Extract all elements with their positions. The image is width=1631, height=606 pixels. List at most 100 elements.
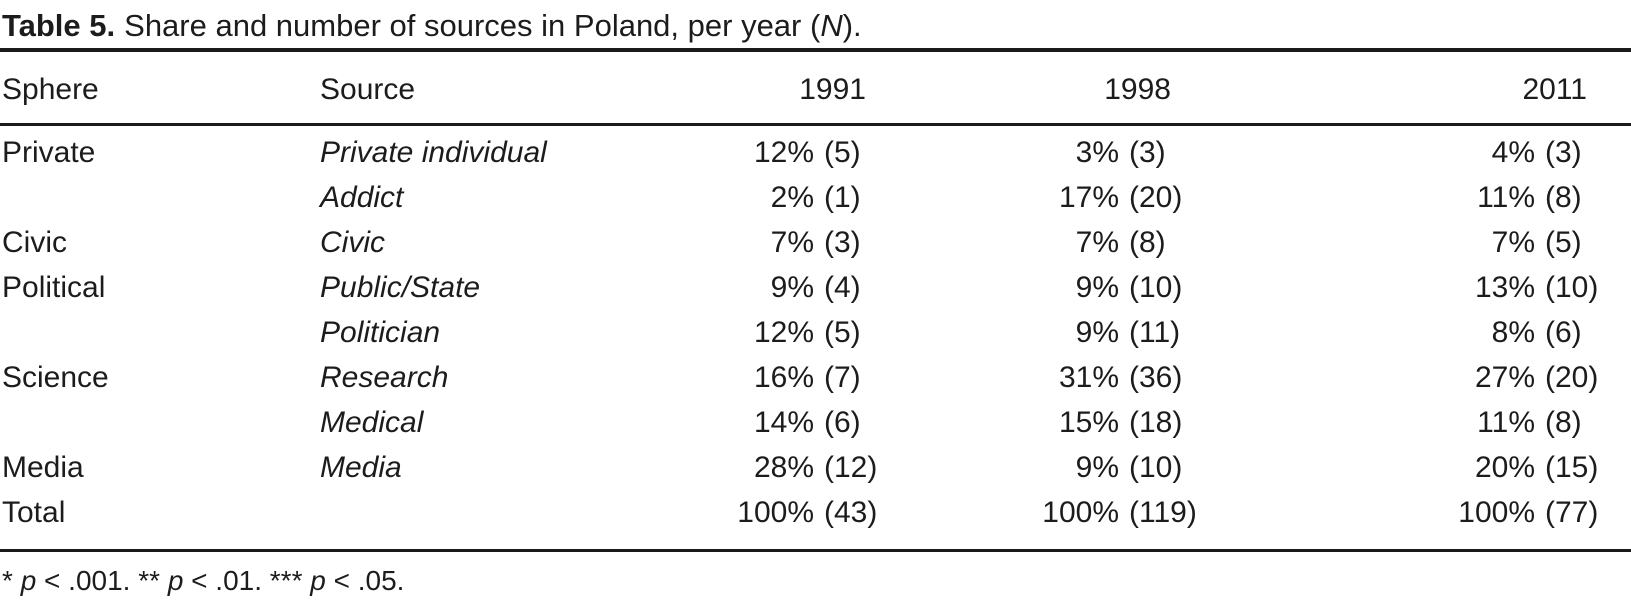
percent-value: 4% xyxy=(1491,136,1535,169)
table-row-private-individual: Private Private individual 12% (5) 3% (3) … xyxy=(0,125,1631,176)
percent-value: 28% xyxy=(753,451,814,484)
value-cell-1998: 9% (11) xyxy=(910,310,1215,355)
value-cell-1998: 9% (10) xyxy=(910,445,1215,490)
source-cell: Media xyxy=(320,451,402,484)
column-header-source: Source xyxy=(320,50,695,126)
sphere-cell xyxy=(0,400,320,445)
count-value: (15) xyxy=(1545,451,1599,484)
count-value: (5) xyxy=(1545,226,1582,259)
table-body: Private Private individual 12% (5) 3% (3) … xyxy=(0,125,1631,551)
count-value: (10) xyxy=(1129,271,1183,304)
table-header: Sphere Source 1991 1998 2011 xyxy=(0,50,1631,126)
footnote-text: * xyxy=(2,565,21,596)
value-cell-2011: 8% (6) xyxy=(1215,310,1631,355)
percent-value: 9% xyxy=(770,271,814,304)
table-number-label: Table 5. xyxy=(2,8,116,43)
percent-value: 100% xyxy=(737,496,814,529)
column-header-2011: 2011 xyxy=(1215,50,1631,126)
sphere-cell: Civic xyxy=(2,226,67,259)
value-cell-1998: 31% (36) xyxy=(910,355,1215,400)
value-cell-1991: 28% (12) xyxy=(695,445,910,490)
value-cell-2011: 11% (8) xyxy=(1215,400,1631,445)
sphere-cell: Total xyxy=(2,496,66,529)
table-title: Table 5. Share and number of sources in P… xyxy=(2,4,1631,48)
percent-value: 17% xyxy=(1058,181,1119,214)
sphere-cell xyxy=(0,175,320,220)
value-cell-1998: 15% (18) xyxy=(910,400,1215,445)
footnote-text: < .05. xyxy=(325,565,405,596)
percent-value: 100% xyxy=(1458,496,1535,529)
sources-table: Sphere Source 1991 1998 2011 Private Pri… xyxy=(0,48,1631,552)
table-row-addict: Addict 2% (1) 17% (20) 11% (8) xyxy=(0,175,1631,220)
percent-value: 16% xyxy=(753,361,814,394)
percent-value: 31% xyxy=(1058,361,1119,394)
value-cell-1991: 9% (4) xyxy=(695,265,910,310)
value-cell-2011: 11% (8) xyxy=(1215,175,1631,220)
source-cell xyxy=(320,490,695,551)
table-caption-text: Share and number of sources in Poland, p… xyxy=(124,8,821,43)
footnote-text: < .001. ** xyxy=(36,565,168,596)
table-row-politician: Politician 12% (5) 9% (11) 8% (6) xyxy=(0,310,1631,355)
value-cell-1998: 100% (119) xyxy=(910,490,1215,551)
table-row-research: Science Research 16% (7) 31% (36) 27% (20) xyxy=(0,355,1631,400)
percent-value: 9% xyxy=(1075,271,1119,304)
percent-value: 12% xyxy=(753,316,814,349)
table-row-media: Media Media 28% (12) 9% (10) 20% (15) xyxy=(0,445,1631,490)
value-cell-1998: 7% (8) xyxy=(910,220,1215,265)
p-symbol: p xyxy=(310,565,326,596)
source-cell: Private individual xyxy=(320,136,547,169)
percent-value: 9% xyxy=(1075,451,1119,484)
percent-value: 7% xyxy=(1491,226,1535,259)
value-cell-1991: 100% (43) xyxy=(695,490,910,551)
count-value: (36) xyxy=(1129,361,1183,394)
count-value: (3) xyxy=(824,226,861,259)
table-row-total: Total 100% (43) 100% (119) 100% (77) xyxy=(0,490,1631,551)
count-value: (6) xyxy=(1545,316,1582,349)
count-value: (20) xyxy=(1545,361,1599,394)
value-cell-1998: 9% (10) xyxy=(910,265,1215,310)
value-cell-2011: 13% (10) xyxy=(1215,265,1631,310)
value-cell-2011: 27% (20) xyxy=(1215,355,1631,400)
source-cell: Politician xyxy=(320,316,441,349)
count-value: (11) xyxy=(1129,316,1181,349)
value-cell-1998: 3% (3) xyxy=(910,125,1215,176)
count-value: (10) xyxy=(1129,451,1183,484)
table-row-public-state: Political Public/State 9% (4) 9% (10) 13% (… xyxy=(0,265,1631,310)
count-value: (8) xyxy=(1545,181,1582,214)
count-value: (77) xyxy=(1545,496,1599,529)
percent-value: 9% xyxy=(1075,316,1119,349)
column-header-1991: 1991 xyxy=(695,50,910,126)
percent-value: 2% xyxy=(770,181,814,214)
count-value: (7) xyxy=(824,361,861,394)
count-value: (3) xyxy=(1545,136,1582,169)
value-cell-1998: 17% (20) xyxy=(910,175,1215,220)
p-symbol: p xyxy=(20,565,37,596)
value-cell-2011: 20% (15) xyxy=(1215,445,1631,490)
count-value: (5) xyxy=(824,316,861,349)
count-value: (8) xyxy=(1545,406,1582,439)
count-value: (3) xyxy=(1129,136,1166,169)
column-header-sphere: Sphere xyxy=(0,50,320,126)
count-value: (20) xyxy=(1129,181,1183,214)
source-cell: Medical xyxy=(320,406,424,439)
percent-value: 7% xyxy=(1075,226,1119,259)
sphere-cell: Media xyxy=(2,451,84,484)
percent-value: 12% xyxy=(753,136,814,169)
value-cell-1991: 2% (1) xyxy=(695,175,910,220)
source-cell: Addict xyxy=(320,181,404,214)
count-value: (12) xyxy=(824,451,878,484)
value-cell-1991: 12% (5) xyxy=(695,310,910,355)
p-symbol: p xyxy=(167,565,184,596)
value-cell-2011: 7% (5) xyxy=(1215,220,1631,265)
percent-value: 13% xyxy=(1474,271,1535,304)
percent-value: 11% xyxy=(1477,406,1535,439)
sphere-cell xyxy=(0,310,320,355)
value-cell-1991: 14% (6) xyxy=(695,400,910,445)
percent-value: 7% xyxy=(770,226,814,259)
percent-value: 27% xyxy=(1474,361,1535,394)
table-row-civic: Civic Civic 7% (3) 7% (8) 7% (5) xyxy=(0,220,1631,265)
count-value: (43) xyxy=(824,496,878,529)
source-cell: Research xyxy=(320,361,449,394)
column-header-1998: 1998 xyxy=(910,50,1215,126)
